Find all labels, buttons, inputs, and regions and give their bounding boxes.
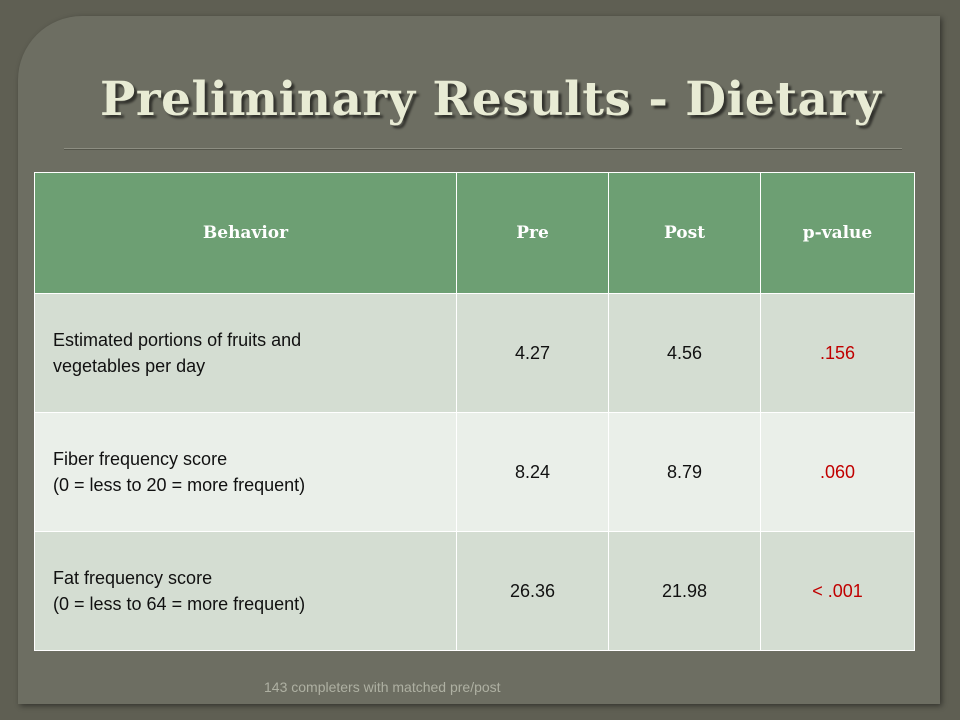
pre-cell: 4.27 — [456, 293, 609, 413]
table-row: Fat frequency score (0 = less to 64 = mo… — [34, 531, 915, 651]
table-row: Estimated portions of fruits and vegetab… — [34, 293, 915, 413]
table-header-row: Behavior Pre Post p-value — [34, 172, 915, 294]
post-cell: 4.56 — [608, 293, 761, 413]
behavior-line: (0 = less to 64 = more frequent) — [53, 594, 306, 614]
behavior-cell: Estimated portions of fruits and vegetab… — [34, 293, 457, 413]
behavior-line: Fat frequency score — [53, 567, 213, 588]
post-cell: 8.79 — [608, 412, 761, 532]
header-behavior: Behavior — [34, 172, 457, 294]
behavior-line: vegetables per day — [53, 356, 206, 376]
pre-cell: 26.36 — [456, 531, 609, 651]
table-row: Fiber frequency score (0 = less to 20 = … — [34, 412, 915, 532]
p-value-cell: .060 — [760, 412, 915, 532]
post-cell: 21.98 — [608, 531, 761, 651]
behavior-line: Fiber frequency score — [53, 448, 228, 469]
behavior-line: (0 = less to 20 = more frequent) — [53, 475, 306, 495]
slide-title: Preliminary Results - Dietary — [100, 72, 882, 127]
behavior-cell: Fat frequency score (0 = less to 64 = mo… — [34, 531, 457, 651]
behavior-line: Estimated portions of fruits and — [53, 329, 302, 350]
behavior-cell: Fiber frequency score (0 = less to 20 = … — [34, 412, 457, 532]
results-table: Behavior Pre Post p-value Estimated port… — [34, 172, 915, 651]
p-value-cell: .156 — [760, 293, 915, 413]
header-p-value: p-value — [760, 172, 915, 294]
slide-footer: 143 completers with matched pre/post — [264, 679, 501, 695]
header-post: Post — [608, 172, 761, 294]
p-value-cell: < .001 — [760, 531, 915, 651]
header-pre: Pre — [456, 172, 609, 294]
pre-cell: 8.24 — [456, 412, 609, 532]
title-divider — [64, 148, 902, 149]
